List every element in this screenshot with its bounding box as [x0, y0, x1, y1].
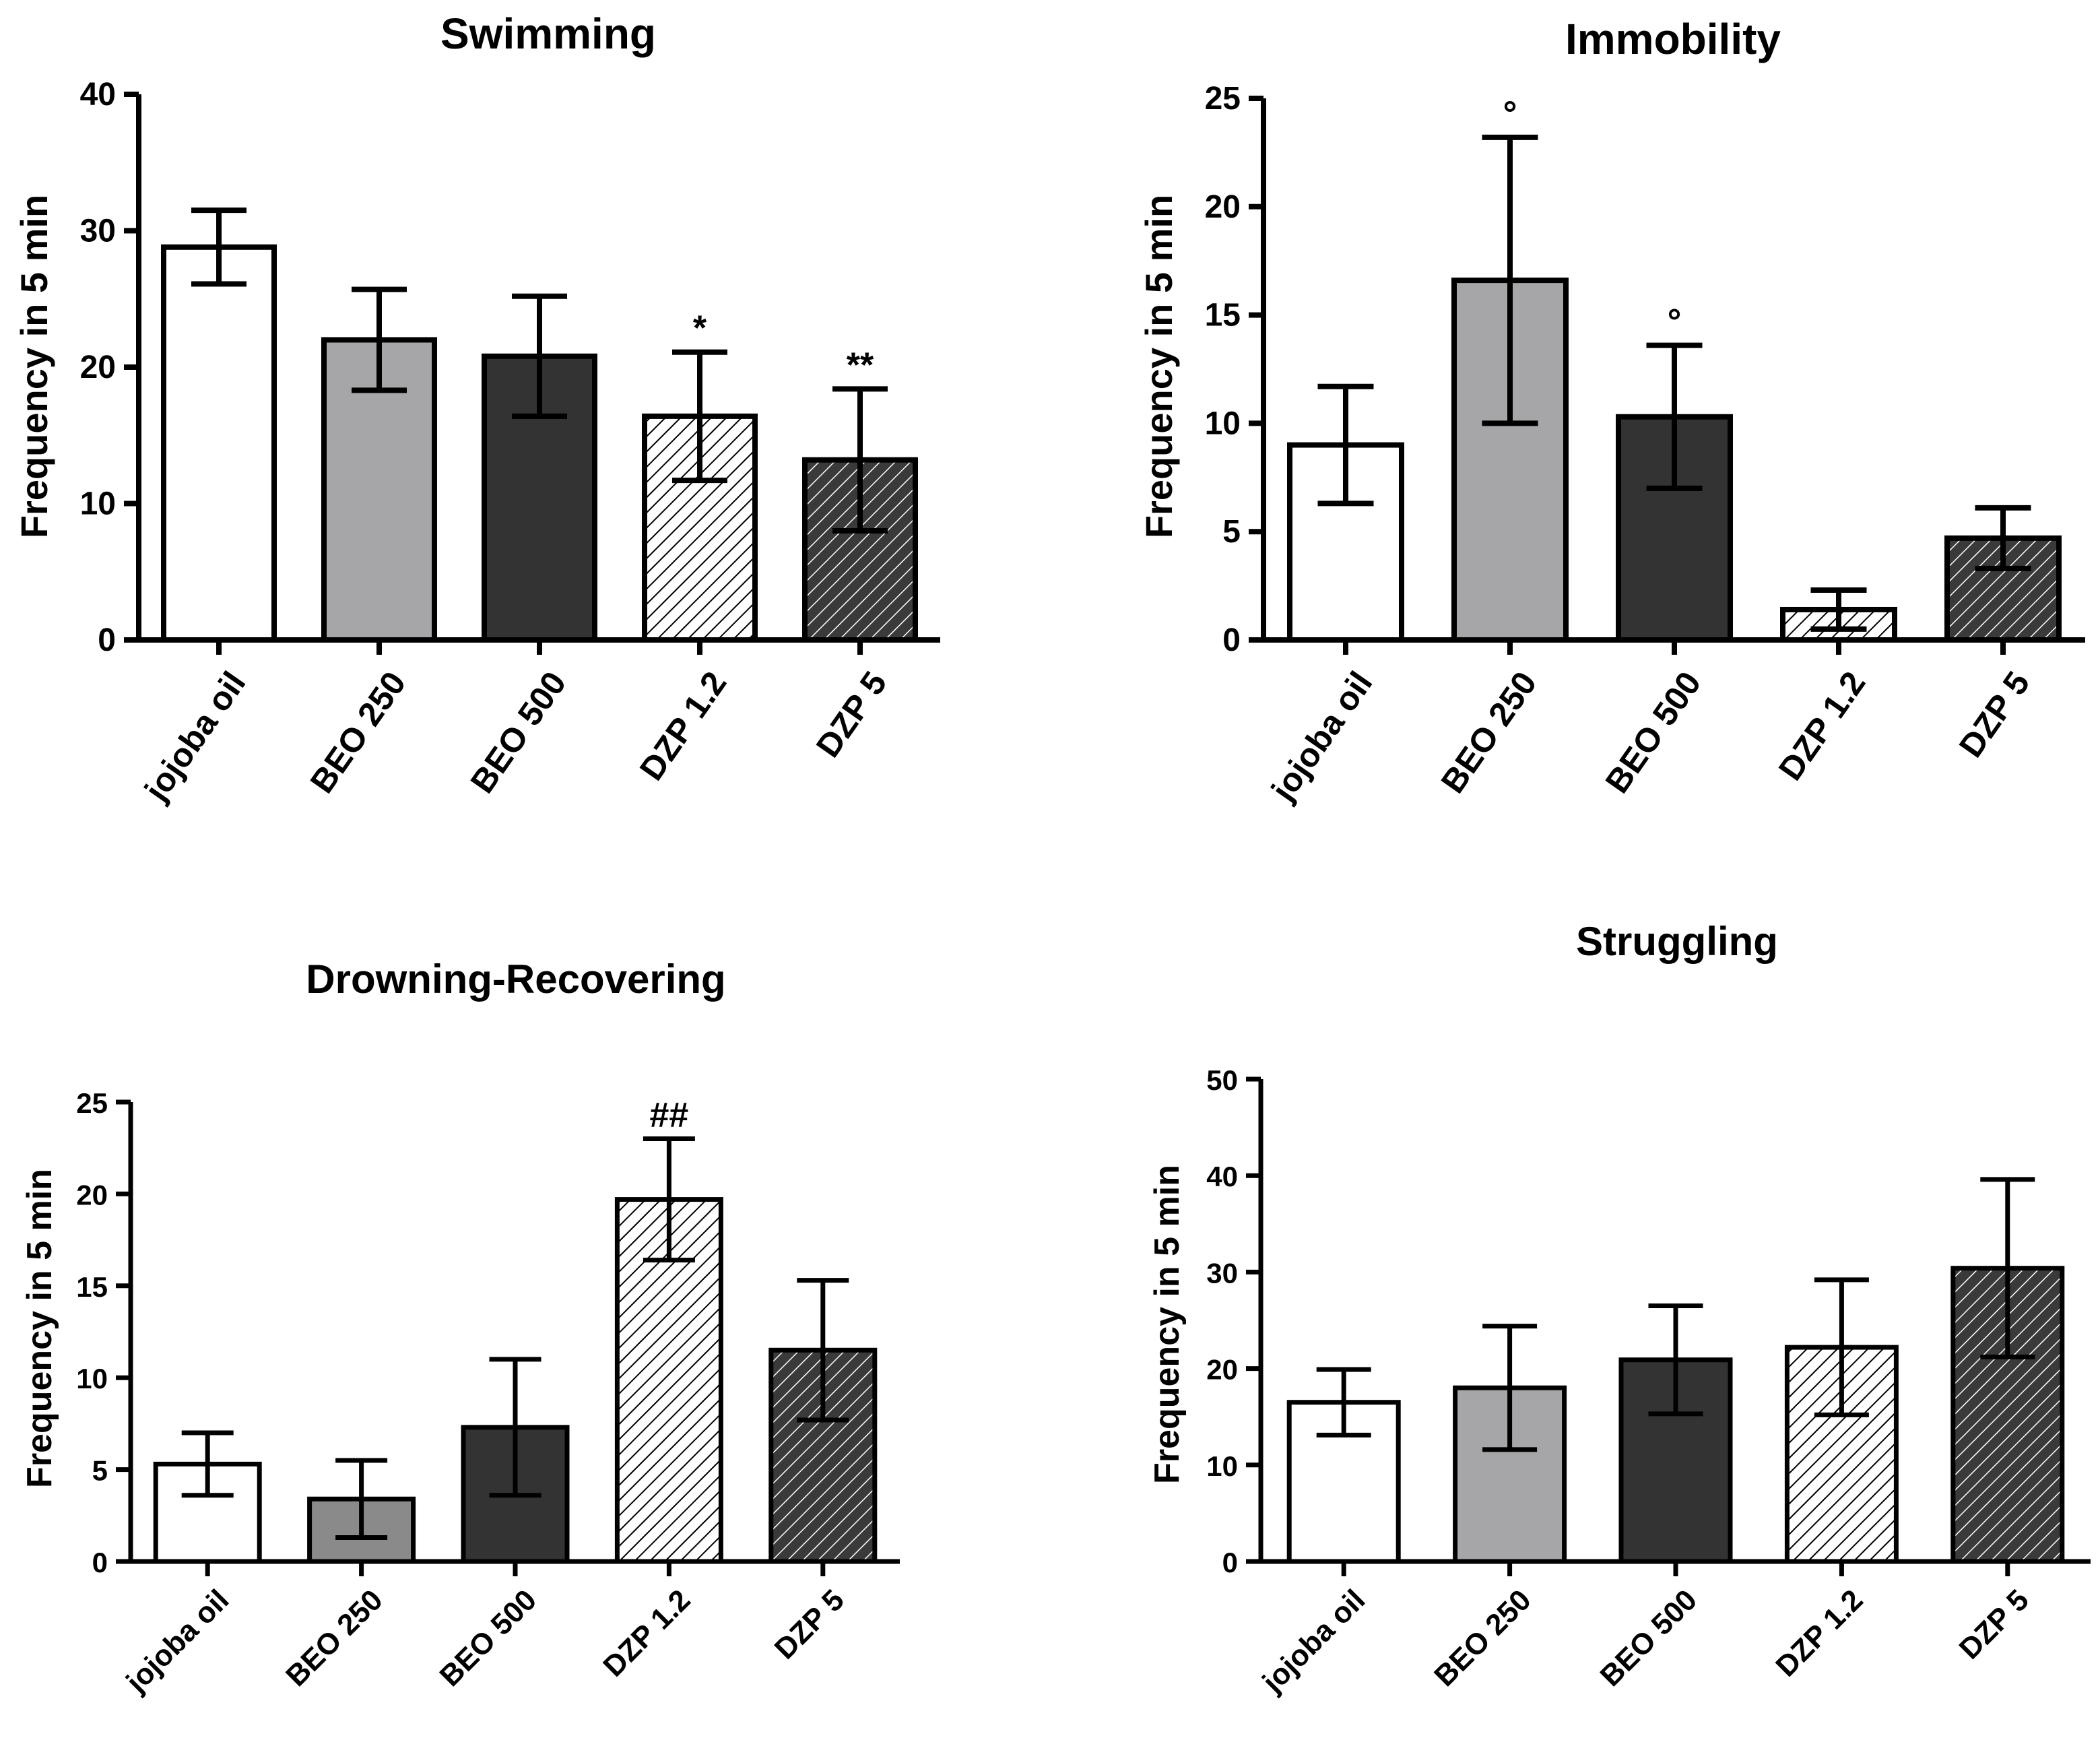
x-tick-label: BEO 500: [463, 665, 574, 800]
plot-area: ° ° 0 5 10 15 20 25 jojoba oil BEO 250 BEO 500 DZP …: [1205, 81, 2085, 808]
significance-annotation: *: [693, 309, 707, 348]
y-tick-label: 20: [1205, 189, 1241, 225]
y-tick-label: 0: [92, 1547, 108, 1578]
plot-area: 0 10 20 30 40 50 jojoba oil BEO 250 BEO 500 DZP 1…: [1206, 1064, 2091, 1699]
y-tick-label: 40: [80, 77, 116, 112]
significance-annotation: °: [1668, 302, 1682, 342]
panel-struggling: Struggling Frequency in 5 min 0 10 20 30 40 5…: [1148, 919, 2091, 1699]
y-tick-label: 0: [1222, 622, 1241, 658]
y-tick-label: 15: [76, 1271, 108, 1303]
panel-drowning: Drowning-Recovering Frequency in 5 min #…: [20, 957, 900, 1699]
x-tick-label: jojoba oil: [1264, 665, 1379, 808]
y-tick-label: 20: [80, 350, 116, 385]
x-tick-label: jojoba oil: [119, 1583, 235, 1699]
y-tick-label: 15: [1205, 298, 1241, 333]
y-tick-label: 10: [80, 486, 116, 522]
panel-title: Immobility: [1565, 15, 1781, 63]
y-tick-label: 25: [76, 1087, 108, 1119]
panel-swimming: Swimming Frequency in 5 min ***010203040…: [13, 9, 940, 808]
x-tick-label: DZP 5: [768, 1583, 851, 1665]
x-tick-label: DZP 5: [1952, 665, 2037, 764]
y-tick-label: 30: [80, 214, 116, 249]
y-axis-label: Frequency in 5 min: [1138, 195, 1180, 538]
y-tick-label: 30: [1206, 1257, 1238, 1289]
x-tick-label: DZP 1.2: [1769, 1583, 1869, 1683]
x-tick-label: DZP 5: [809, 665, 894, 764]
x-tick-label: DZP 1.2: [632, 665, 734, 787]
significance-annotation: **: [847, 346, 874, 385]
x-tick-label: BEO 250: [1428, 1583, 1538, 1693]
panel-title: Drowning-Recovering: [306, 957, 725, 1002]
x-tick-label: BEO 500: [1598, 665, 1709, 800]
y-tick-label: 0: [1222, 1547, 1238, 1578]
y-tick-label: 40: [1206, 1161, 1238, 1192]
x-tick-label: BEO 250: [1434, 665, 1544, 800]
x-tick-label: jojoba oil: [137, 665, 253, 808]
y-tick-label: 20: [1206, 1354, 1238, 1386]
panel-immobility: Immobility Frequency in 5 min ° ° 0 5 10 15 20…: [1138, 15, 2085, 808]
x-tick-label: DZP 1.2: [597, 1583, 696, 1683]
y-tick-label: 5: [92, 1455, 108, 1487]
y-tick-label: 10: [76, 1363, 108, 1394]
y-tick-label: 25: [1205, 81, 1241, 117]
panel-title: Swimming: [440, 9, 656, 58]
y-tick-label: 5: [1222, 514, 1241, 550]
y-tick-label: 20: [76, 1179, 108, 1211]
plot-area: ## 0 5 10 15 20 25 jojoba oil BEO 250 BEO 500 DZP …: [76, 1087, 900, 1699]
y-tick-label: 0: [98, 622, 116, 658]
y-tick-label: 50: [1206, 1064, 1238, 1096]
x-tick-label: BEO 500: [434, 1583, 544, 1693]
y-tick-label: 10: [1205, 406, 1241, 441]
y-axis-label: Frequency in 5 min: [13, 195, 55, 538]
y-tick-label: 10: [1206, 1450, 1238, 1482]
significance-annotation: °: [1503, 94, 1517, 133]
x-tick-label: DZP 1.2: [1771, 665, 1873, 787]
y-axis-label: Frequency in 5 min: [1148, 1165, 1187, 1484]
x-tick-label: BEO 250: [280, 1583, 389, 1693]
x-tick-label: BEO 250: [303, 665, 414, 800]
significance-annotation: ##: [649, 1096, 688, 1135]
x-tick-label: BEO 500: [1594, 1583, 1704, 1693]
bar: [161, 244, 277, 643]
x-tick-label: jojoba oil: [1255, 1583, 1371, 1699]
y-axis-label: Frequency in 5 min: [20, 1169, 59, 1488]
panel-title: Struggling: [1576, 919, 1778, 964]
x-tick-label: DZP 5: [1953, 1583, 2035, 1665]
